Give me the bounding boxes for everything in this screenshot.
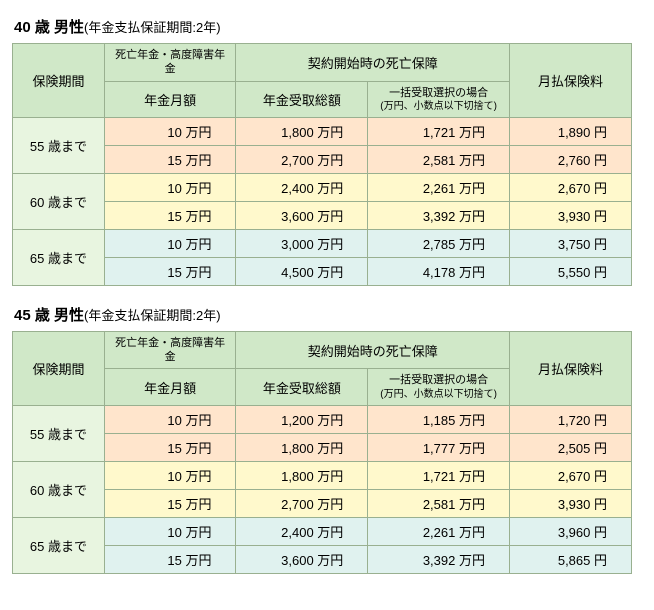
cell-total: 4,500 万円 <box>236 257 368 285</box>
hdr-period: 保険期間 <box>13 331 105 405</box>
cell-lump: 2,785 万円 <box>368 229 510 257</box>
table-row: 15 万円1,800 万円1,777 万円2,505 円 <box>13 433 632 461</box>
table-row: 65 歳まで10 万円3,000 万円2,785 万円3,750 円 <box>13 229 632 257</box>
cell-total: 1,800 万円 <box>236 461 368 489</box>
hdr-coverage: 契約開始時の死亡保障 <box>236 44 510 82</box>
table-title: 45 歳 男性(年金支払保証期間:2年) <box>14 304 642 325</box>
table-row: 15 万円3,600 万円3,392 万円3,930 円 <box>13 201 632 229</box>
hdr-lump: 一括受取選択の場合(万円、小数点以下切捨て) <box>368 369 510 405</box>
cell-monthly: 10 万円 <box>104 117 236 145</box>
cell-lump: 3,392 万円 <box>368 201 510 229</box>
cell-premium: 2,760 円 <box>509 145 631 173</box>
title-sub: (年金支払保証期間:2年) <box>84 308 221 323</box>
cell-premium: 3,930 円 <box>509 489 631 517</box>
cell-lump: 4,178 万円 <box>368 257 510 285</box>
hdr-annuity-top: 死亡年金・高度障害年金 <box>104 331 236 369</box>
cell-period: 60 歳まで <box>13 173 105 229</box>
cell-period: 65 歳まで <box>13 517 105 573</box>
hdr-lump-line2: (万円、小数点以下切捨て) <box>374 100 503 113</box>
table-row: 15 万円4,500 万円4,178 万円5,550 円 <box>13 257 632 285</box>
title-bold: 40 歳 男性 <box>14 19 84 36</box>
cell-period: 55 歳まで <box>13 405 105 461</box>
hdr-total: 年金受取総額 <box>236 369 368 405</box>
cell-monthly: 15 万円 <box>104 257 236 285</box>
hdr-annuity-top: 死亡年金・高度障害年金 <box>104 44 236 82</box>
cell-monthly: 10 万円 <box>104 517 236 545</box>
cell-monthly: 10 万円 <box>104 173 236 201</box>
premium-table: 保険期間死亡年金・高度障害年金契約開始時の死亡保障月払保険料年金月額年金受取総額… <box>12 43 632 286</box>
cell-total: 1,200 万円 <box>236 405 368 433</box>
hdr-total: 年金受取総額 <box>236 81 368 117</box>
cell-premium: 3,960 円 <box>509 517 631 545</box>
cell-monthly: 15 万円 <box>104 145 236 173</box>
hdr-lump-line1: 一括受取選択の場合 <box>374 373 503 387</box>
cell-monthly: 15 万円 <box>104 433 236 461</box>
cell-total: 2,400 万円 <box>236 173 368 201</box>
hdr-period: 保険期間 <box>13 44 105 118</box>
table-title: 40 歳 男性(年金支払保証期間:2年) <box>14 16 642 37</box>
cell-period: 60 歳まで <box>13 461 105 517</box>
cell-premium: 3,750 円 <box>509 229 631 257</box>
table-row: 65 歳まで10 万円2,400 万円2,261 万円3,960 円 <box>13 517 632 545</box>
cell-premium: 5,550 円 <box>509 257 631 285</box>
cell-premium: 2,670 円 <box>509 173 631 201</box>
cell-total: 3,600 万円 <box>236 201 368 229</box>
cell-monthly: 15 万円 <box>104 489 236 517</box>
hdr-premium: 月払保険料 <box>509 44 631 118</box>
cell-monthly: 10 万円 <box>104 461 236 489</box>
table-row: 55 歳まで10 万円1,800 万円1,721 万円1,890 円 <box>13 117 632 145</box>
cell-premium: 1,720 円 <box>509 405 631 433</box>
premium-table: 保険期間死亡年金・高度障害年金契約開始時の死亡保障月払保険料年金月額年金受取総額… <box>12 331 632 574</box>
cell-monthly: 10 万円 <box>104 405 236 433</box>
cell-lump: 1,721 万円 <box>368 117 510 145</box>
table-row: 15 万円2,700 万円2,581 万円2,760 円 <box>13 145 632 173</box>
cell-lump: 2,261 万円 <box>368 517 510 545</box>
cell-lump: 1,721 万円 <box>368 461 510 489</box>
cell-total: 2,400 万円 <box>236 517 368 545</box>
cell-total: 2,700 万円 <box>236 489 368 517</box>
cell-monthly: 10 万円 <box>104 229 236 257</box>
hdr-lump-line1: 一括受取選択の場合 <box>374 86 503 100</box>
cell-total: 2,700 万円 <box>236 145 368 173</box>
cell-lump: 2,581 万円 <box>368 145 510 173</box>
cell-lump: 1,777 万円 <box>368 433 510 461</box>
cell-lump: 3,392 万円 <box>368 545 510 573</box>
table-row: 60 歳まで10 万円2,400 万円2,261 万円2,670 円 <box>13 173 632 201</box>
table-row: 55 歳まで10 万円1,200 万円1,185 万円1,720 円 <box>13 405 632 433</box>
cell-premium: 2,505 円 <box>509 433 631 461</box>
cell-premium: 5,865 円 <box>509 545 631 573</box>
hdr-coverage: 契約開始時の死亡保障 <box>236 331 510 369</box>
cell-total: 1,800 万円 <box>236 117 368 145</box>
title-sub: (年金支払保証期間:2年) <box>84 20 221 35</box>
cell-period: 65 歳まで <box>13 229 105 285</box>
table-row: 60 歳まで10 万円1,800 万円1,721 万円2,670 円 <box>13 461 632 489</box>
cell-premium: 1,890 円 <box>509 117 631 145</box>
table-row: 15 万円3,600 万円3,392 万円5,865 円 <box>13 545 632 573</box>
cell-premium: 3,930 円 <box>509 201 631 229</box>
hdr-annuity-bottom: 年金月額 <box>104 369 236 405</box>
hdr-annuity-bottom: 年金月額 <box>104 81 236 117</box>
cell-total: 3,000 万円 <box>236 229 368 257</box>
hdr-premium: 月払保険料 <box>509 331 631 405</box>
cell-premium: 2,670 円 <box>509 461 631 489</box>
cell-monthly: 15 万円 <box>104 201 236 229</box>
cell-period: 55 歳まで <box>13 117 105 173</box>
cell-lump: 2,581 万円 <box>368 489 510 517</box>
cell-total: 3,600 万円 <box>236 545 368 573</box>
cell-total: 1,800 万円 <box>236 433 368 461</box>
hdr-lump: 一括受取選択の場合(万円、小数点以下切捨て) <box>368 81 510 117</box>
cell-lump: 2,261 万円 <box>368 173 510 201</box>
title-bold: 45 歳 男性 <box>14 307 84 324</box>
cell-lump: 1,185 万円 <box>368 405 510 433</box>
table-row: 15 万円2,700 万円2,581 万円3,930 円 <box>13 489 632 517</box>
cell-monthly: 15 万円 <box>104 545 236 573</box>
hdr-lump-line2: (万円、小数点以下切捨て) <box>374 388 503 401</box>
